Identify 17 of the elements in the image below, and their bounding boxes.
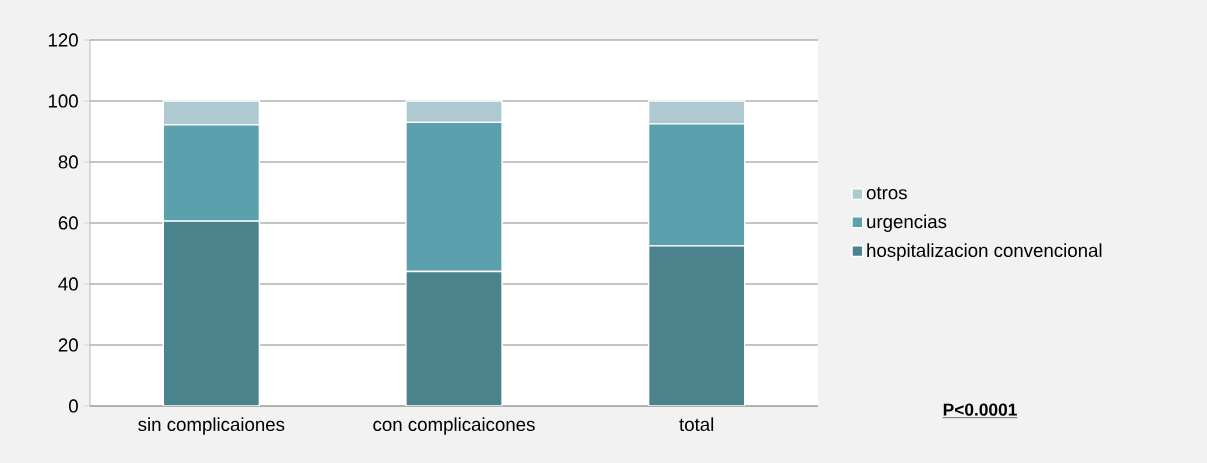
y-tick-label: 120 <box>48 33 78 47</box>
bar <box>648 245 746 406</box>
x-tick-label: con complicaicones <box>373 417 535 435</box>
legend-label: hospitalizacion convencional <box>867 243 1102 261</box>
legend-label: urgencias <box>867 214 947 232</box>
bar <box>162 220 261 406</box>
legend-label: otros <box>866 187 907 200</box>
y-tick-label: 40 <box>58 277 78 291</box>
x-tick-label: total <box>679 417 714 432</box>
text: P<0.0001 <box>943 403 1017 416</box>
y-tick-label: 100 <box>48 94 78 108</box>
y-tick-label: 0 <box>68 399 78 413</box>
y-tick-label: 20 <box>58 338 78 352</box>
x-tick-label: sin complicaiones <box>138 417 285 435</box>
y-tick-label: 80 <box>58 155 78 169</box>
bar <box>405 270 503 406</box>
y-tick-label: 60 <box>58 216 78 230</box>
